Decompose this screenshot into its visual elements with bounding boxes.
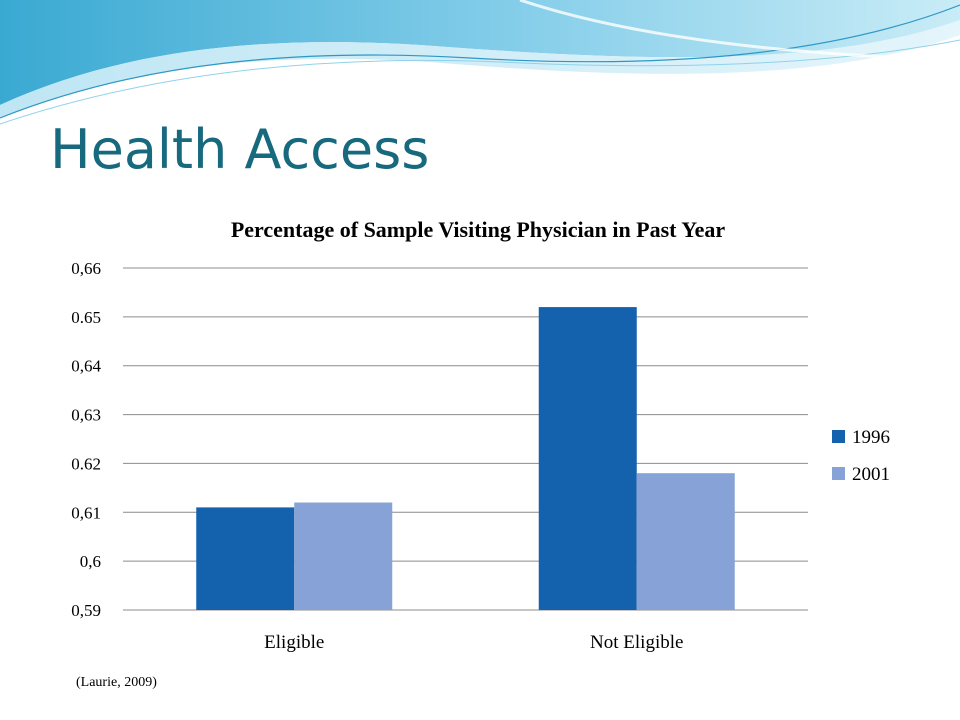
y-tick-label: 0,66: [71, 259, 101, 278]
slide-title: Health Access: [50, 118, 430, 181]
y-tick-label: 0.62: [71, 454, 101, 473]
legend-swatch: [832, 467, 845, 480]
legend-swatch: [832, 430, 845, 443]
y-tick-label: 0,61: [71, 503, 101, 522]
legend: 1996 2001: [832, 427, 890, 485]
legend-label: 2001: [852, 464, 890, 485]
y-tick-label: 0,6: [80, 552, 101, 571]
bars: [196, 307, 735, 610]
legend-label: 1996: [852, 427, 890, 448]
bar-2001-not-eligible: [636, 473, 735, 610]
y-tick-label: 0,64: [71, 357, 101, 376]
x-axis-categories: Eligible Not Eligible: [264, 632, 683, 653]
y-tick-label: 0.65: [71, 308, 101, 327]
header-wave-decoration: [0, 0, 960, 125]
chart-title: Percentage of Sample Visiting Physician …: [231, 217, 726, 242]
bar-1996-eligible: [196, 507, 295, 610]
x-category-label: Not Eligible: [590, 632, 683, 653]
x-category-label: Eligible: [264, 632, 324, 653]
y-tick-label: 0,63: [71, 406, 101, 425]
y-axis-ticks: 0,59 0,6 0,61 0.62 0,63 0,64 0.65 0,66: [71, 259, 101, 620]
y-tick-label: 0,59: [71, 601, 101, 620]
bar-2001-eligible: [294, 502, 393, 610]
bar-1996-not-eligible: [538, 307, 637, 610]
citation: (Laurie, 2009): [76, 675, 157, 690]
